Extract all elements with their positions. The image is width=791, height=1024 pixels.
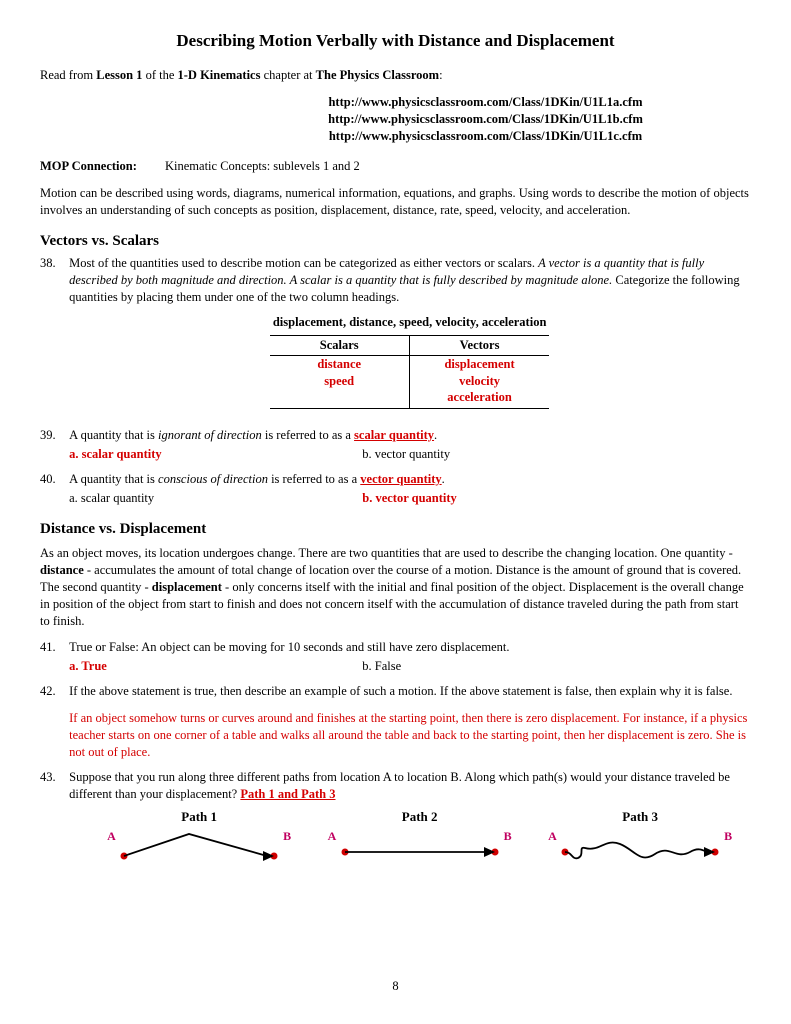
option-b: b. vector quantity (362, 491, 457, 505)
chapter: 1-D Kinematics (178, 68, 261, 82)
intro-line: Read from Lesson 1 of the 1-D Kinematics… (40, 67, 751, 84)
question-42: 42. If the above statement is true, then… (40, 683, 751, 761)
option-a: a. scalar quantity (69, 490, 359, 507)
label-a: A (548, 828, 557, 844)
paragraph-motion: Motion can be described using words, dia… (40, 185, 751, 219)
question-38: 38. Most of the quantities used to descr… (40, 255, 751, 419)
path-1-svg (109, 828, 289, 868)
mop-label: MOP Connection: (40, 159, 137, 173)
phrase: ignorant of direction (158, 428, 262, 442)
th-vectors: Vectors (409, 335, 549, 355)
mop-text: Kinematic Concepts: sublevels 1 and 2 (165, 159, 360, 173)
path-label: Path 3 (540, 808, 740, 826)
section-vectors-scalars: Vectors vs. Scalars (40, 231, 751, 251)
answer: vector quantity (360, 472, 441, 486)
url-2: http://www.physicsclassroom.com/Class/1D… (220, 111, 751, 128)
answer-text: If an object somehow turns or curves aro… (69, 710, 750, 761)
q-number: 39. (40, 427, 66, 444)
paths-row: Path 1 A B Path 2 A B (99, 808, 740, 868)
path-1: Path 1 A B (99, 808, 299, 868)
text: Suppose that you run along three differe… (69, 770, 730, 801)
question-39: 39. A quantity that is ignorant of direc… (40, 427, 751, 463)
option-a: a. True (69, 658, 359, 675)
label-a: A (107, 828, 116, 844)
answer: Path 1 and Path 3 (240, 787, 335, 801)
term-distance: distance (40, 563, 84, 577)
mop-line: MOP Connection: Kinematic Concepts: subl… (40, 158, 751, 175)
text: chapter at (260, 68, 315, 82)
phrase: conscious of direction (158, 472, 268, 486)
text: of the (142, 68, 177, 82)
question-43: 43. Suppose that you run along three dif… (40, 769, 751, 868)
answer: scalar quantity (354, 428, 434, 442)
label-b: B (504, 828, 512, 844)
text: Most of the quantities used to describe … (69, 256, 538, 270)
url-1: http://www.physicsclassroom.com/Class/1D… (220, 94, 751, 111)
q-number: 40. (40, 471, 66, 488)
q-number: 42. (40, 683, 66, 700)
scalars-vectors-table: Scalars Vectors distancedisplacement spe… (270, 335, 550, 410)
vector-cell: acceleration (409, 389, 549, 408)
page-title: Describing Motion Verbally with Distance… (40, 30, 751, 53)
vector-cell: velocity (409, 373, 549, 390)
th-scalars: Scalars (270, 335, 409, 355)
option-a: a. scalar quantity (69, 446, 359, 463)
q-number: 41. (40, 639, 66, 656)
scalar-cell: speed (270, 373, 409, 390)
url-block: http://www.physicsclassroom.com/Class/1D… (220, 94, 751, 145)
path-2: Path 2 A B (320, 808, 520, 868)
path-label: Path 2 (320, 808, 520, 826)
page-number: 8 (40, 978, 751, 995)
url-3: http://www.physicsclassroom.com/Class/1D… (220, 128, 751, 145)
text: True or False: An object can be moving f… (69, 640, 509, 654)
question-41: 41. True or False: An object can be movi… (40, 639, 751, 675)
text: As an object moves, its location undergo… (40, 546, 733, 560)
paragraph-distance: As an object moves, its location undergo… (40, 545, 751, 629)
path-2-svg (330, 828, 510, 868)
label-b: B (283, 828, 291, 844)
label-b: B (724, 828, 732, 844)
text: A quantity that is (69, 428, 158, 442)
scalar-cell: distance (270, 355, 409, 372)
path-3: Path 3 A B (540, 808, 740, 868)
section-distance-displacement: Distance vs. Displacement (40, 519, 751, 539)
term-displacement: displacement (152, 580, 222, 594)
path-label: Path 1 (99, 808, 299, 826)
text: is referred to as a (262, 428, 354, 442)
q-number: 38. (40, 255, 66, 272)
label-a: A (328, 828, 337, 844)
vector-cell: displacement (409, 355, 549, 372)
option-b: b. vector quantity (362, 447, 450, 461)
text: If the above statement is true, then des… (69, 684, 732, 698)
text: Read from (40, 68, 96, 82)
q-number: 43. (40, 769, 66, 786)
question-40: 40. A quantity that is conscious of dire… (40, 471, 751, 507)
text: A quantity that is (69, 472, 158, 486)
option-b: b. False (362, 659, 401, 673)
lesson: Lesson 1 (96, 68, 142, 82)
scalar-cell (270, 389, 409, 408)
terms-list: displacement, distance, speed, velocity,… (69, 314, 750, 331)
site: The Physics Classroom (316, 68, 439, 82)
text: is referred to as a (268, 472, 360, 486)
path-3-svg (550, 828, 730, 868)
